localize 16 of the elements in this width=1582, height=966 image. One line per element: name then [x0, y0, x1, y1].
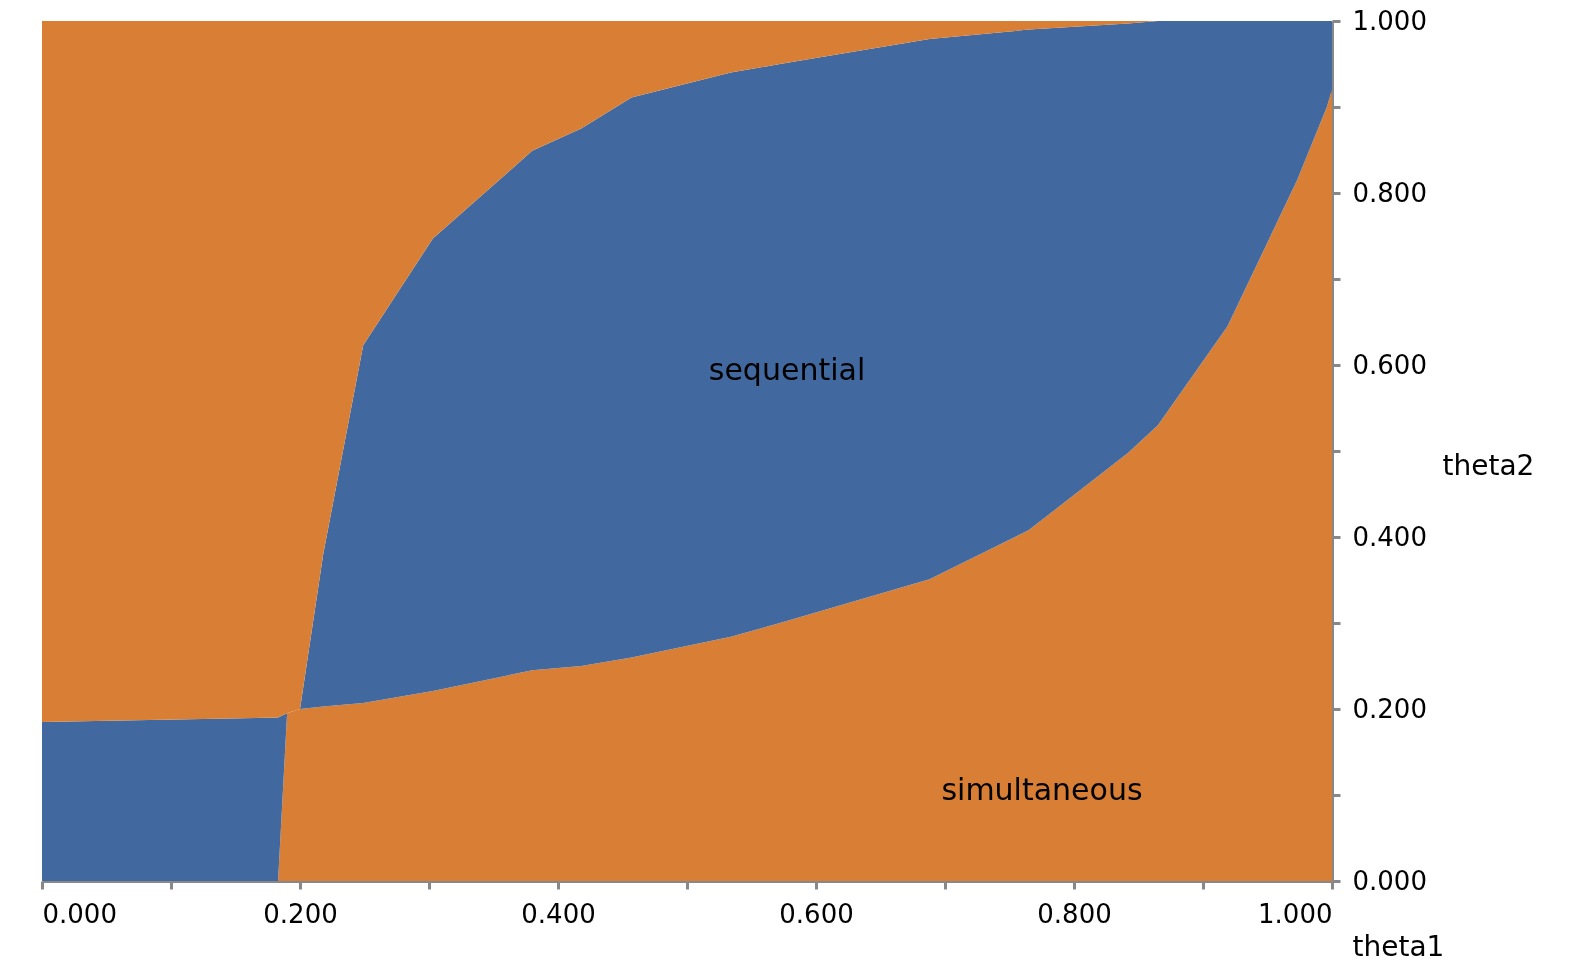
y-tick-label: 0.800 — [1352, 177, 1427, 208]
y-tick-label: 0.400 — [1352, 521, 1427, 552]
x-axis-title: theta1 — [1352, 929, 1445, 963]
x-tick-label: 0.200 — [263, 898, 338, 929]
x-tick-label: 0.800 — [1037, 898, 1112, 929]
x-tick-label: 0.600 — [779, 898, 854, 929]
x-tick-label: 0.000 — [42, 898, 117, 929]
annotation: simultaneous — [941, 772, 1143, 807]
y-tick-label: 0.200 — [1352, 693, 1427, 724]
x-tick-label: 1.000 — [1258, 898, 1333, 929]
y-tick-label: 1.000 — [1352, 5, 1427, 36]
y-axis-title: theta2 — [1442, 448, 1535, 482]
x-tick-label: 0.400 — [521, 898, 596, 929]
y-tick-label: 0.000 — [1352, 865, 1427, 896]
y-tick-label: 0.600 — [1352, 349, 1427, 380]
annotation: sequential — [708, 352, 866, 387]
